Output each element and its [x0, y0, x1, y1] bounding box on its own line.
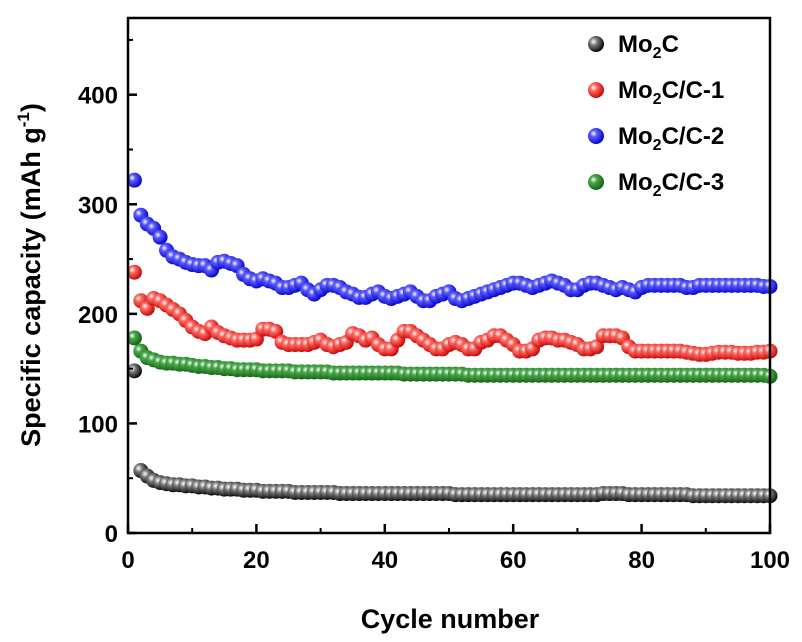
y-tick-label: 100 — [78, 411, 118, 438]
y-axis-title-close: ) — [16, 103, 46, 112]
data-point — [152, 229, 168, 245]
x-tick-label: 80 — [628, 547, 655, 574]
y-tick-label: 400 — [78, 83, 118, 110]
x-tick-label: 60 — [500, 547, 527, 574]
x-tick-label: 100 — [750, 547, 790, 574]
axis-ticks: 0 20 40 60 80 100 0 100 200 300 400 — [78, 38, 790, 574]
legend: Mo2C Mo2C/C-1 Mo2C/C-2 Mo2C/C-3 — [588, 31, 724, 200]
y-tick-label: 300 — [78, 192, 118, 219]
legend-label-mo2c: Mo2C — [618, 31, 679, 62]
series-mo2c-c-2 — [126, 172, 778, 309]
data-point — [126, 363, 142, 379]
data-series-layer — [126, 172, 778, 504]
data-point — [589, 339, 605, 355]
series-mo2c-c-1 — [126, 264, 778, 362]
data-point — [268, 323, 284, 339]
legend-marker-mo2c-c-3 — [588, 174, 604, 190]
data-point — [126, 330, 142, 346]
y-axis-title-main: Specific capacity (mAh g — [16, 127, 46, 447]
y-tick-label: 0 — [105, 521, 118, 548]
legend-marker-mo2c-c-2 — [588, 128, 604, 144]
legend-label-mo2c-c-2: Mo2C/C-2 — [618, 123, 724, 154]
y-axis-title: Specific capacity (mAh g-1) — [14, 103, 46, 447]
legend-label-mo2c-c-3: Mo2C/C-3 — [618, 169, 724, 200]
data-point — [126, 264, 142, 280]
y-axis-title-superscript: -1 — [14, 112, 33, 127]
legend-marker-mo2c — [588, 36, 604, 52]
legend-label-mo2c-c-1: Mo2C/C-1 — [618, 77, 724, 108]
legend-item-mo2c-c-1: Mo2C/C-1 — [588, 77, 724, 108]
x-tick-label: 20 — [243, 547, 270, 574]
series-mo2c-c-3 — [126, 330, 778, 384]
series-mo2c — [126, 363, 778, 504]
y-tick-label: 200 — [78, 302, 118, 329]
legend-item-mo2c-c-2: Mo2C/C-2 — [588, 123, 724, 154]
legend-marker-mo2c-c-1 — [588, 82, 604, 98]
x-axis-title: Cycle number — [361, 604, 540, 634]
x-tick-label: 40 — [371, 547, 398, 574]
x-tick-label: 0 — [121, 547, 134, 574]
data-point — [126, 172, 142, 188]
legend-item-mo2c-c-3: Mo2C/C-3 — [588, 169, 724, 200]
legend-item-mo2c: Mo2C — [588, 31, 679, 62]
